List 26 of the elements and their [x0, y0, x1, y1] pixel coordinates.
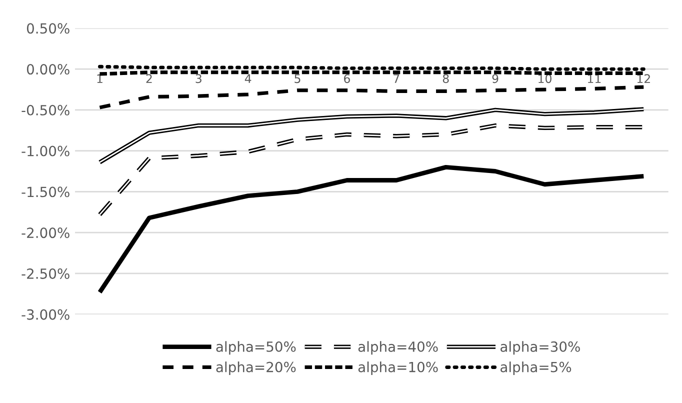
x-tick-label: 4: [244, 74, 252, 83]
y-tick-label: -0.50%: [22, 104, 70, 116]
x-tick-label: 3: [196, 74, 202, 84]
x-tick-label: 8: [442, 74, 449, 84]
legend-label: alpha=30%: [500, 341, 580, 355]
x-tick-label: 5: [294, 74, 300, 84]
x-tick-label: 2: [146, 74, 152, 83]
line-series: [98, 107, 646, 164]
y-tick-label: -3.00%: [22, 309, 70, 320]
legend-label: alpha=10%: [358, 362, 438, 375]
legend-label: alpha=20%: [216, 362, 296, 375]
y-tick-label: -1.00%: [22, 146, 70, 156]
y-tick-label: -2.00%: [22, 228, 70, 238]
x-tick-label: 1: [97, 74, 102, 83]
x-tick-label: 6: [344, 74, 350, 84]
y-tick-label: 0.00%: [26, 64, 70, 75]
x-tick-label: 7: [394, 74, 400, 83]
line-series: [98, 164, 646, 294]
y-tick-label: -1.50%: [22, 186, 70, 198]
x-tick-label: 9: [492, 74, 498, 84]
legend-label: alpha=5%: [500, 362, 572, 375]
y-tick-label: -2.50%: [22, 268, 70, 279]
legend-label: alpha=50%: [216, 341, 296, 355]
line-series: [98, 85, 646, 110]
y-tick-label: 0.50%: [26, 23, 70, 34]
legend-label: alpha=40%: [358, 341, 438, 355]
